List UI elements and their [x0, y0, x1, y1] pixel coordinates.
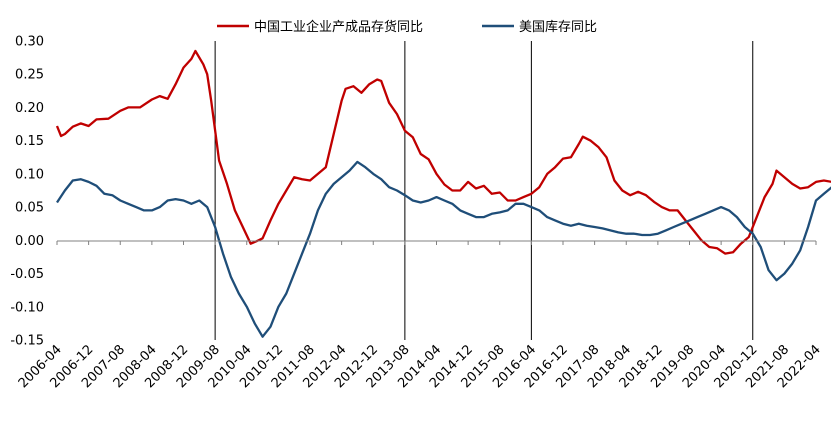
series-line-0: [55, 49, 831, 255]
y-tick-label: -0.10: [10, 300, 44, 315]
x-axis: 2006-042006-122007-082008-042008-122009-…: [16, 240, 824, 391]
legend-label-0: 中国工业企业产成品存货同比: [254, 19, 423, 35]
y-tick-label: -0.15: [10, 334, 44, 349]
legend-label-1: 美国库存同比: [519, 19, 597, 35]
y-tick-label: 0.00: [15, 234, 44, 249]
vertical-markers: [214, 41, 754, 340]
series-group: [55, 49, 831, 338]
y-tick-label: -0.05: [10, 267, 44, 282]
y-tick-label: 0.30: [15, 35, 44, 50]
y-tick-label: 0.25: [15, 68, 44, 83]
y-tick-label: 0.10: [15, 167, 44, 182]
y-tick-label: 0.05: [15, 201, 44, 216]
y-axis: 0.30 0.25 0.20 0.15 0.10 0.05 0.00 -0.05 -0.10 -0…: [10, 35, 44, 349]
y-tick-label: 0.20: [15, 101, 44, 116]
y-tick-label: 0.15: [15, 134, 44, 149]
series-line-1: [56, 160, 831, 338]
legend: 中国工业企业产成品存货同比 美国库存同比: [217, 19, 597, 35]
